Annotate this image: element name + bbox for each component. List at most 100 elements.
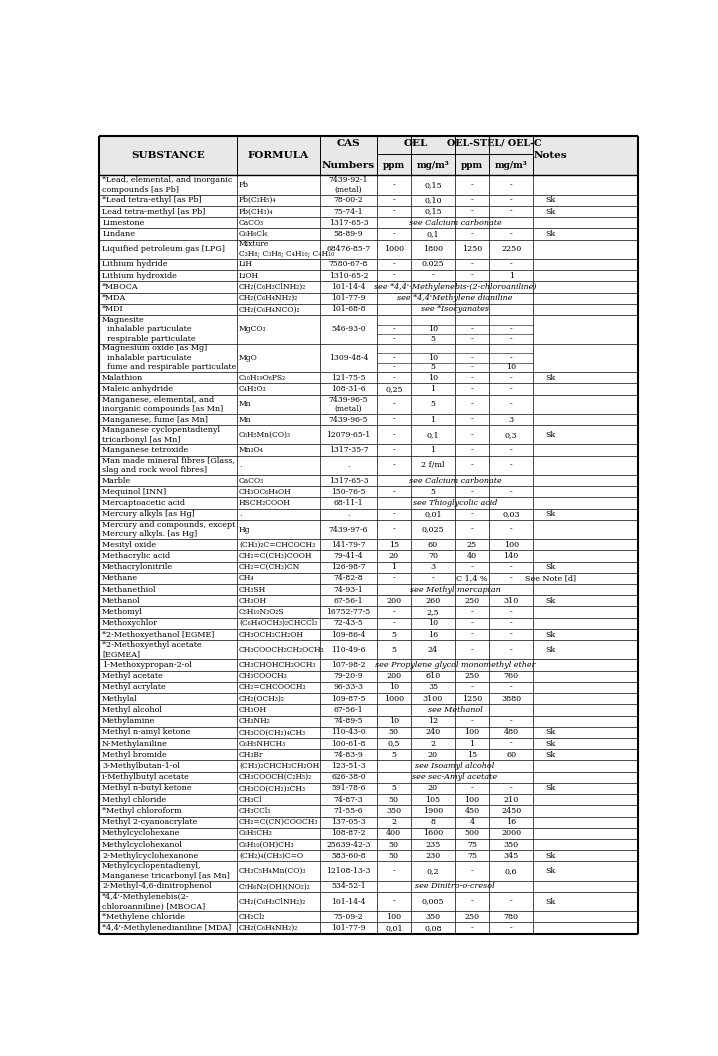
Text: 10: 10	[428, 619, 438, 627]
Text: -: -	[510, 196, 513, 204]
Text: 60: 60	[428, 541, 438, 549]
Text: 75: 75	[467, 852, 477, 860]
Text: 1: 1	[430, 446, 436, 454]
Bar	[99, 395, 638, 414]
Text: C 1,4 %: C 1,4 %	[456, 574, 488, 583]
Text: 74-82-8: 74-82-8	[334, 574, 363, 583]
Text: C₆H₁₀(OH)CH₃: C₆H₁₀(OH)CH₃	[239, 841, 294, 849]
Text: 5: 5	[430, 363, 435, 372]
Text: 1000: 1000	[383, 245, 404, 253]
Text: 10: 10	[428, 374, 438, 382]
Text: see Isoamyl alcohol: see Isoamyl alcohol	[416, 762, 495, 770]
Text: See Note [d]: See Note [d]	[526, 574, 577, 583]
Text: 310: 310	[503, 597, 519, 605]
Bar	[99, 911, 638, 923]
Text: see *4,4'Methylene dianiline: see *4,4'Methylene dianiline	[397, 295, 513, 302]
Text: Lithium hydroxide: Lithium hydroxide	[102, 271, 177, 280]
Bar	[99, 716, 638, 727]
Text: -: -	[510, 230, 513, 238]
Text: -: -	[471, 446, 473, 454]
Text: 400: 400	[386, 829, 401, 837]
Text: 101-77-9: 101-77-9	[331, 295, 365, 302]
Text: Sk: Sk	[546, 729, 556, 736]
Text: CH₃CCl₃: CH₃CCl₃	[239, 807, 271, 815]
Text: -: -	[393, 261, 395, 268]
Text: -: -	[510, 181, 513, 189]
Text: 50: 50	[389, 729, 398, 736]
Text: -: -	[471, 208, 473, 215]
Text: -: -	[471, 431, 473, 439]
Text: 0,08: 0,08	[424, 924, 442, 932]
Text: -: -	[471, 363, 473, 372]
Text: 1600: 1600	[423, 829, 443, 837]
Bar	[99, 486, 638, 497]
Text: CH₃COOCH₂CH₂OCH₃: CH₃COOCH₂CH₂OCH₃	[239, 646, 325, 654]
Text: -: -	[510, 354, 513, 362]
Text: 68-11-1: 68-11-1	[334, 499, 363, 507]
Text: Sk: Sk	[546, 431, 556, 439]
Text: -: -	[393, 400, 395, 409]
Text: Methylamine: Methylamine	[102, 717, 156, 725]
Text: 0,5: 0,5	[388, 739, 400, 748]
Text: 100: 100	[465, 729, 480, 736]
Text: N-Methylaniline: N-Methylaniline	[102, 739, 168, 748]
Text: CH₃COOCH₃: CH₃COOCH₃	[239, 673, 288, 680]
Text: -: -	[471, 461, 473, 469]
Text: see *4,4'-Methylenebis-(2-chloroaniline): see *4,4'-Methylenebis-(2-chloroaniline)	[374, 283, 536, 290]
Text: Methylcyclohexanol: Methylcyclohexanol	[102, 841, 183, 849]
Text: 126-98-7: 126-98-7	[331, 563, 365, 571]
Text: 108-31-6: 108-31-6	[331, 385, 366, 393]
Text: Methyl 2-cyanoacrylate: Methyl 2-cyanoacrylate	[102, 818, 197, 826]
Text: CH₂=C(CH₃)COOH: CH₂=C(CH₃)COOH	[239, 552, 312, 560]
Text: ppm: ppm	[461, 162, 483, 170]
Text: Mn₃O₄: Mn₃O₄	[239, 446, 264, 454]
Text: CH₃OC₆H₄OH: CH₃OC₆H₄OH	[239, 488, 292, 496]
Text: 150-76-5: 150-76-5	[331, 488, 365, 496]
Text: HSCH₂COOH: HSCH₂COOH	[239, 499, 291, 507]
Text: CH₂Cl₂: CH₂Cl₂	[239, 912, 266, 921]
Text: -: -	[393, 574, 395, 583]
Text: C₈H₅Mn(CO)₃: C₈H₅Mn(CO)₃	[239, 431, 291, 439]
Text: Manganese, fume [as Mn]: Manganese, fume [as Mn]	[102, 416, 208, 423]
Bar	[99, 509, 638, 520]
Text: SUBSTANCE: SUBSTANCE	[131, 151, 205, 161]
Text: -: -	[393, 208, 395, 215]
Text: 200: 200	[386, 597, 401, 605]
Text: 24: 24	[428, 646, 438, 654]
Text: 0,10: 0,10	[424, 196, 442, 204]
Text: 79-41-4: 79-41-4	[334, 552, 363, 560]
Text: 260: 260	[425, 597, 441, 605]
Bar	[99, 618, 638, 629]
Text: Sk: Sk	[546, 196, 556, 204]
Text: see Calcium carbonate: see Calcium carbonate	[409, 219, 501, 227]
Text: 25639-42-3: 25639-42-3	[326, 841, 370, 849]
Text: -: -	[393, 374, 395, 382]
Text: (CH₂)₄(CH₃)C=O: (CH₂)₄(CH₃)C=O	[239, 852, 303, 860]
Text: 121-75-5: 121-75-5	[331, 374, 365, 382]
Text: *MBOCA: *MBOCA	[102, 283, 139, 290]
Text: 140: 140	[503, 552, 519, 560]
Bar	[99, 828, 638, 838]
Text: 250: 250	[465, 912, 480, 921]
Text: *Lead tetra-ethyl [as Pb]: *Lead tetra-ethyl [as Pb]	[102, 196, 202, 204]
Text: 5: 5	[430, 400, 435, 409]
Text: CH₃CO(CH₂)₃CH₃: CH₃CO(CH₂)₃CH₃	[239, 785, 306, 792]
Text: 5: 5	[430, 488, 435, 496]
Text: 200: 200	[386, 673, 401, 680]
Text: OEL: OEL	[404, 138, 428, 148]
Text: 20: 20	[428, 751, 438, 759]
Text: Methoxychlor: Methoxychlor	[102, 619, 158, 627]
Text: Sk: Sk	[546, 739, 556, 748]
Text: -: -	[393, 271, 395, 280]
Text: *2-Methoxyethyl acetate
[EGMEA]: *2-Methoxyethyl acetate [EGMEA]	[102, 641, 202, 659]
Bar	[99, 445, 638, 456]
Bar	[99, 315, 638, 343]
Text: -: -	[471, 271, 473, 280]
Text: Manganese cyclopentadienyl
tricarbonyl [as Mn]: Manganese cyclopentadienyl tricarbonyl […	[102, 426, 220, 444]
Text: 5: 5	[430, 335, 435, 343]
Text: -: -	[471, 230, 473, 238]
Text: 240: 240	[425, 729, 441, 736]
Text: Methylal: Methylal	[102, 695, 138, 702]
Bar	[99, 606, 638, 618]
Bar	[99, 881, 638, 892]
